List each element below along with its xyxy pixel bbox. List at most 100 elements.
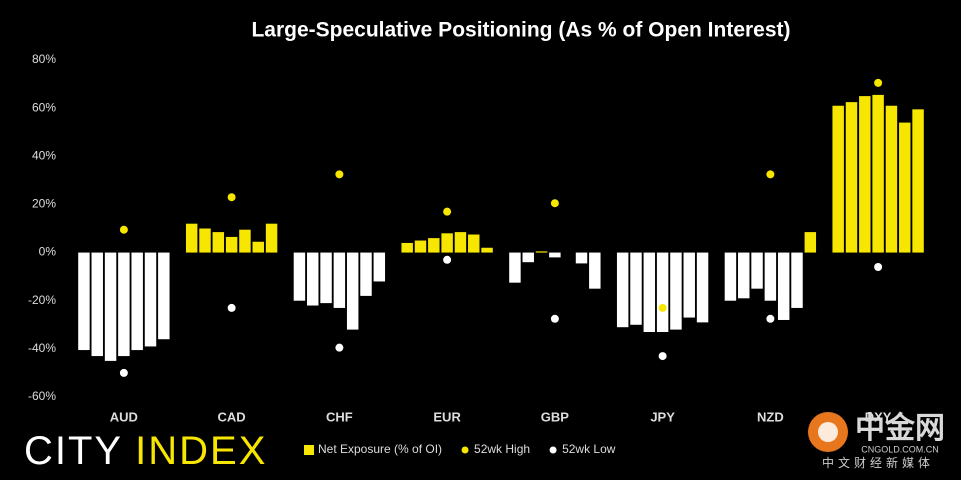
bar: [373, 252, 386, 282]
bar: [104, 252, 117, 361]
legend-swatch: [304, 445, 314, 455]
bar: [118, 252, 130, 357]
marker: [443, 255, 452, 264]
bar: [360, 252, 372, 296]
logo-index: INDEX: [135, 429, 267, 473]
bar: [468, 234, 480, 253]
bar: [144, 252, 157, 347]
bar: [616, 252, 629, 328]
y-tick-label: 80%: [32, 52, 56, 66]
watermark-slogan: 中文财经新媒体: [822, 455, 934, 470]
marker: [443, 207, 452, 216]
bar: [522, 252, 534, 263]
legend-swatch: [549, 446, 557, 454]
bar: [791, 252, 803, 308]
bar: [212, 232, 225, 253]
bar: [78, 252, 90, 351]
logo-city: CITY: [24, 429, 123, 473]
bar: [346, 252, 359, 330]
x-tick-label: CHF: [326, 409, 353, 424]
bar: [481, 247, 493, 253]
x-tick-label: AUD: [110, 409, 138, 424]
x-tick-label: NZD: [757, 409, 784, 424]
y-tick-label: -20%: [28, 293, 56, 307]
marker: [227, 303, 236, 312]
marker: [766, 170, 775, 179]
legend-swatch: [461, 446, 469, 454]
marker: [227, 193, 236, 202]
bar: [751, 252, 763, 289]
x-tick-label: CAD: [218, 409, 246, 424]
bar: [859, 96, 871, 253]
bar: [575, 252, 588, 264]
bar: [885, 105, 898, 253]
bar: [320, 252, 332, 304]
bar: [158, 252, 170, 340]
watermark-name: 中金网: [855, 411, 945, 445]
marker: [874, 263, 883, 272]
bar: [899, 122, 911, 253]
bar: [131, 252, 143, 351]
y-tick-label: 20%: [32, 197, 56, 211]
bar: [696, 252, 709, 323]
bar: [252, 241, 264, 253]
bar: [441, 233, 453, 253]
bar: [239, 229, 251, 253]
marker: [766, 314, 775, 323]
marker: [658, 303, 667, 312]
bar: [454, 232, 467, 253]
bar: [589, 252, 601, 289]
y-tick-label: 40%: [32, 148, 56, 162]
bar: [199, 228, 211, 253]
marker: [658, 352, 667, 361]
x-tick-label: EUR: [433, 409, 461, 424]
x-tick-label: GBP: [541, 409, 570, 424]
bar: [630, 252, 642, 325]
bar: [683, 252, 695, 318]
watermark-icon-inner: [818, 422, 838, 442]
legend-label: 52wk Low: [562, 442, 616, 456]
bar: [764, 252, 777, 301]
x-tick-label: DXY: [865, 409, 892, 424]
bar: [832, 105, 844, 253]
bar: [91, 252, 103, 357]
bar: [401, 242, 413, 253]
marker: [550, 314, 559, 323]
chart-title: Large-Speculative Positioning (As % of O…: [251, 19, 790, 42]
bar: [265, 223, 278, 253]
marker: [119, 225, 128, 234]
bar: [185, 223, 198, 253]
bar: [549, 252, 561, 258]
bar: [293, 252, 306, 301]
bar: [872, 94, 884, 253]
bar: [845, 102, 858, 253]
watermark-site: CNGOLD.COM.CN: [861, 444, 939, 454]
bar: [428, 238, 440, 253]
marker: [874, 78, 883, 87]
bar: [656, 252, 669, 333]
x-tick-label: JPY: [650, 409, 675, 424]
marker: [550, 199, 559, 208]
bar: [509, 252, 521, 283]
bar: [307, 252, 319, 306]
bar: [738, 252, 750, 299]
legend-label: Net Exposure (% of OI): [318, 442, 442, 456]
bar: [912, 109, 924, 253]
bar: [777, 252, 790, 320]
y-tick-label: -40%: [28, 341, 56, 355]
bar: [225, 236, 238, 253]
bar: [804, 232, 817, 253]
y-tick-label: 60%: [32, 100, 56, 114]
bar: [333, 252, 346, 308]
bar: [670, 252, 682, 330]
bar: [535, 251, 548, 253]
y-tick-label: -60%: [28, 389, 56, 403]
bar: [724, 252, 737, 301]
marker: [335, 170, 344, 179]
marker: [119, 368, 128, 377]
logo: CITY INDEX: [24, 429, 267, 473]
bar: [414, 240, 427, 253]
bar: [643, 252, 656, 333]
legend-label: 52wk High: [474, 442, 530, 456]
